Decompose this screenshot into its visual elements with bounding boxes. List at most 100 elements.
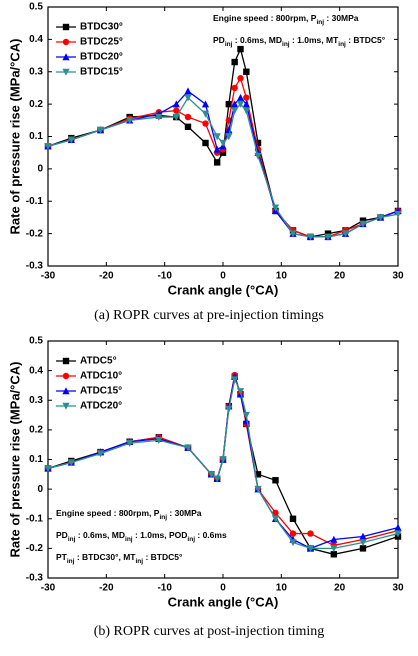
marker	[231, 100, 239, 108]
y-tick-label: 0	[37, 164, 43, 175]
marker	[67, 459, 75, 467]
marker	[155, 113, 163, 121]
annotation-part: inj	[316, 19, 324, 26]
annotation-part: inj	[68, 536, 76, 543]
annotation-part: Engine speed : 800rpm, P	[56, 508, 160, 518]
marker	[237, 75, 244, 82]
marker	[243, 94, 250, 101]
x-axis-label: Crank angle (°CA)	[168, 594, 279, 609]
annotation: Engine speed : 800rpm, Pinj : 30MPa	[56, 508, 202, 521]
series-line	[47, 96, 399, 238]
marker	[272, 477, 279, 484]
y-tick-label: -0.1	[26, 513, 44, 524]
y-tick-label: 0.1	[29, 454, 43, 465]
marker	[306, 233, 315, 241]
y-tick-label: 0.5	[29, 2, 43, 13]
marker	[219, 139, 227, 147]
x-tick-label: 30	[392, 583, 404, 594]
annotation-part: inj	[282, 41, 290, 48]
x-tick-label: 10	[276, 583, 288, 594]
marker	[172, 100, 180, 108]
marker	[96, 450, 105, 458]
x-tick-label: -20	[99, 583, 114, 594]
marker	[243, 68, 250, 75]
annotation-part: : 1.0ms, POD	[133, 530, 188, 540]
marker	[184, 113, 192, 121]
annotation-part: inj	[225, 41, 233, 48]
y-tick-label: 0.4	[29, 365, 43, 376]
legend-label: BTDC30°	[80, 22, 123, 33]
marker	[359, 545, 367, 552]
marker	[341, 230, 350, 238]
marker	[271, 204, 280, 212]
marker	[225, 405, 233, 413]
marker	[394, 530, 402, 538]
series-line	[47, 377, 399, 550]
marker	[271, 515, 280, 523]
x-tick-label: 30	[392, 271, 404, 282]
marker	[184, 87, 192, 95]
legend-label: BTDC15°	[80, 67, 123, 78]
legend-marker	[62, 38, 70, 46]
y-tick-label: 0.1	[29, 131, 43, 142]
marker	[330, 551, 338, 558]
y-axis-label: Rate of pressure rise (MPa/°CA)	[7, 39, 22, 235]
marker	[272, 509, 279, 517]
marker	[289, 230, 297, 238]
marker	[213, 159, 221, 166]
annotation: Engine speed : 800rpm, Pinj : 30MPa	[213, 13, 359, 26]
marker	[225, 126, 233, 134]
marker	[330, 545, 338, 553]
annotation-part: : BTDC5°	[346, 35, 386, 45]
y-tick-label: 0.2	[29, 425, 43, 436]
annotation-part: : 0.6ms	[195, 530, 227, 540]
legend-marker	[62, 372, 70, 380]
y-tick-label: -0.1	[26, 196, 44, 207]
marker	[394, 211, 402, 218]
marker	[307, 530, 314, 537]
legend-label: ATDC10°	[80, 371, 122, 382]
marker	[254, 152, 262, 160]
series-line	[47, 76, 399, 238]
legend-marker	[62, 357, 70, 365]
legend-marker	[62, 23, 70, 31]
y-tick-label: 0.2	[29, 99, 43, 110]
y-tick-label: 0	[37, 484, 43, 495]
annotation: PDinj : 0.6ms, MDinj : 1.0ms, MTinj : BT…	[213, 35, 386, 48]
marker	[242, 107, 250, 115]
marker	[254, 485, 262, 493]
marker	[207, 471, 215, 479]
annotation-part: Engine speed : 800rpm, P	[213, 13, 317, 23]
x-tick-label: 20	[334, 583, 346, 594]
annotation-part: PD	[213, 35, 225, 45]
x-tick-label: 10	[276, 271, 288, 282]
marker	[394, 523, 402, 531]
legend-label: ATDC20°	[80, 401, 122, 412]
legend-label: ATDC15°	[80, 386, 122, 397]
marker	[201, 100, 210, 108]
marker	[172, 113, 180, 121]
marker	[126, 117, 134, 125]
x-tick-label: -10	[157, 271, 172, 282]
marker	[213, 133, 221, 141]
marker	[231, 376, 239, 384]
annotation-part: PD	[56, 530, 68, 540]
x-tick-label: 0	[220, 583, 226, 594]
marker	[376, 214, 385, 222]
annotation-part: inj	[159, 514, 167, 521]
x-tick-label: -30	[41, 583, 56, 594]
annotation-part: : BTDC30°, MT	[74, 552, 136, 562]
marker	[254, 139, 262, 147]
legend-marker	[62, 68, 70, 76]
marker	[213, 145, 221, 153]
annotation-part: inj	[125, 536, 133, 543]
legend-marker	[62, 53, 70, 61]
marker	[67, 136, 75, 144]
marker	[202, 139, 209, 147]
x-tick-label: -20	[99, 271, 114, 282]
marker	[213, 475, 221, 483]
marker	[201, 110, 210, 118]
caption: (b) ROPR curves at post-injection timing	[94, 624, 325, 639]
y-tick-label: -0.2	[26, 228, 44, 239]
